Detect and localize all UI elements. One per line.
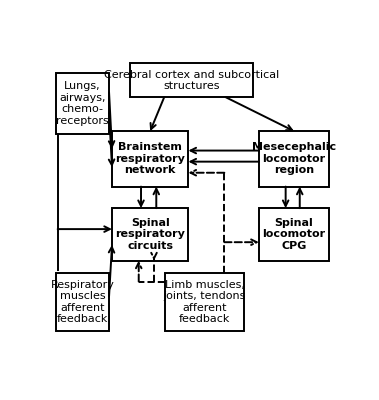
FancyArrowPatch shape [297,189,302,208]
FancyArrowPatch shape [283,186,288,206]
Text: Spinal
respiratory
circuits: Spinal respiratory circuits [115,218,185,251]
FancyArrowPatch shape [109,247,114,296]
FancyBboxPatch shape [112,208,188,260]
FancyArrowPatch shape [191,170,224,176]
FancyBboxPatch shape [56,273,109,331]
Text: Mesecephalic
locomotor
region: Mesecephalic locomotor region [252,142,336,176]
FancyArrowPatch shape [153,189,159,208]
FancyArrowPatch shape [136,263,141,282]
FancyBboxPatch shape [259,131,329,186]
Text: Limb muscles,
joints, tendons
afferent
feedback: Limb muscles, joints, tendons afferent f… [163,280,246,324]
FancyArrowPatch shape [151,253,157,259]
FancyBboxPatch shape [130,64,253,97]
FancyArrowPatch shape [109,92,114,147]
Text: Spinal
locomotor
CPG: Spinal locomotor CPG [263,218,326,251]
FancyArrowPatch shape [224,240,257,245]
FancyBboxPatch shape [56,73,109,134]
FancyArrowPatch shape [138,186,144,206]
FancyArrowPatch shape [58,226,110,232]
Text: Lungs,
airways,
chemo-
receptors: Lungs, airways, chemo- receptors [56,81,109,126]
FancyBboxPatch shape [112,131,188,186]
Text: Cerebral cortex and subcortical
structures: Cerebral cortex and subcortical structur… [104,70,279,91]
FancyArrowPatch shape [191,159,259,164]
FancyBboxPatch shape [259,208,329,260]
FancyArrowPatch shape [109,113,114,165]
Text: Respiratory
muscles
afferent
feedback: Respiratory muscles afferent feedback [51,280,114,324]
FancyArrowPatch shape [191,148,259,153]
FancyArrowPatch shape [150,97,164,129]
Text: Brainstem
respiratory
network: Brainstem respiratory network [115,142,185,176]
FancyBboxPatch shape [165,273,244,331]
FancyArrowPatch shape [226,97,292,130]
